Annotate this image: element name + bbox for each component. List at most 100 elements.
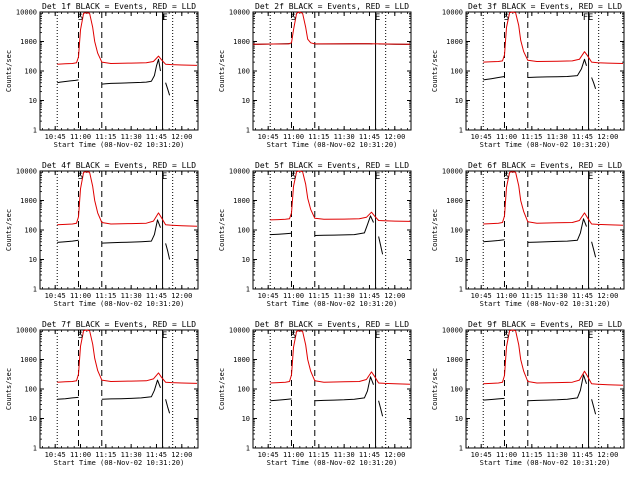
y-tick-label: 1000 <box>20 356 37 364</box>
panel-title: Det 2f BLACK = Events, RED = LLD <box>255 2 409 11</box>
x-tick-label: 11:15 <box>308 451 329 459</box>
x-tick-label: 10:45 <box>258 133 279 141</box>
panel-title: Det 6f BLACK = Events, RED = LLD <box>468 161 622 170</box>
x-tick-label: 12:00 <box>171 451 192 459</box>
y-tick-label: 1000 <box>20 38 37 46</box>
y-tick-label: 10 <box>455 97 463 105</box>
y-tick-label: 10 <box>29 415 37 423</box>
x-tick-label: 11:15 <box>95 292 116 300</box>
y-tick-label: 10000 <box>442 327 463 335</box>
x-tick-label: 11:45 <box>359 292 380 300</box>
x-tick-label: 12:00 <box>171 292 192 300</box>
y-axis-label: Counts/sec <box>218 50 226 92</box>
x-tick-label: 11:45 <box>146 451 167 459</box>
x-tick-label: 12:00 <box>384 451 405 459</box>
x-tick-label: 11:30 <box>121 451 142 459</box>
events-rate-line <box>57 397 78 399</box>
x-axis-label: Start Time (08-Nov-02 10:31:20) <box>480 300 611 308</box>
y-axis-label: Counts/sec <box>431 368 439 410</box>
x-tick-label: 11:45 <box>359 133 380 141</box>
flare-marker-label: S <box>291 13 296 23</box>
y-tick-label: 10 <box>455 256 463 264</box>
x-tick-label: 10:45 <box>471 451 492 459</box>
y-tick-label: 1 <box>459 127 463 135</box>
x-tick-label: 11:30 <box>334 292 355 300</box>
x-tick-label: 12:00 <box>597 292 618 300</box>
y-tick-label: 10 <box>455 415 463 423</box>
y-tick-label: 1 <box>459 286 463 294</box>
y-tick-label: 10 <box>29 97 37 105</box>
events-rate-line <box>379 237 383 255</box>
x-axis-label: Start Time (08-Nov-02 10:31:20) <box>267 300 398 308</box>
y-tick-label: 10000 <box>16 168 37 176</box>
x-axis-label: Start Time (08-Nov-02 10:31:20) <box>54 141 185 149</box>
flare-marker-label: E <box>162 331 167 341</box>
y-tick-label: 100 <box>24 227 37 235</box>
y-axis-label: Counts/sec <box>218 209 226 251</box>
y-tick-label: 1000 <box>233 197 250 205</box>
x-axis-label: Start Time (08-Nov-02 10:31:20) <box>54 459 185 467</box>
flare-marker-label: E <box>588 172 593 182</box>
y-tick-label: 1 <box>246 286 250 294</box>
x-tick-label: 11:00 <box>283 133 304 141</box>
x-axis-label: Start Time (08-Nov-02 10:31:20) <box>267 141 398 149</box>
x-tick-label: 11:00 <box>70 292 91 300</box>
y-tick-label: 10000 <box>229 168 250 176</box>
y-tick-label: 10000 <box>229 327 250 335</box>
x-tick-label: 11:15 <box>95 133 116 141</box>
x-tick-label: 11:00 <box>283 451 304 459</box>
events-rate-line <box>592 399 596 414</box>
y-tick-label: 1 <box>459 445 463 453</box>
events-rate-line <box>379 401 383 417</box>
plot-frame <box>40 12 198 130</box>
panel-title: Det 8f BLACK = Events, RED = LLD <box>255 320 409 329</box>
flare-marker-label: E <box>588 331 593 341</box>
flare-marker-label: S <box>78 13 83 23</box>
events-rate-line <box>57 80 78 83</box>
x-tick-label: 11:45 <box>572 292 593 300</box>
events-rate-line <box>166 399 170 413</box>
events-rate-line <box>528 375 587 401</box>
x-tick-label: 11:45 <box>146 292 167 300</box>
events-rate-line <box>592 242 596 258</box>
y-tick-label: 10 <box>242 256 250 264</box>
flare-marker-label: E <box>375 172 380 182</box>
plot-frame <box>253 12 411 130</box>
x-tick-label: 11:30 <box>547 451 568 459</box>
x-axis-label: Start Time (08-Nov-02 10:31:20) <box>480 141 611 149</box>
flare-marker-label: E <box>588 13 593 23</box>
y-tick-label: 1 <box>33 127 37 135</box>
x-tick-label: 11:15 <box>308 133 329 141</box>
flare-marker-label: F <box>162 13 167 23</box>
plot-frame <box>466 12 624 130</box>
plot-frame <box>40 171 198 289</box>
events-rate-line <box>57 240 78 242</box>
detector-panel: Det 7f BLACK = Events, RED = LLD11010010… <box>5 320 198 467</box>
plot-frame <box>253 171 411 289</box>
flare-marker-label: E <box>375 331 380 341</box>
detector-panel: Det 8f BLACK = Events, RED = LLD11010010… <box>218 320 411 467</box>
y-tick-label: 10000 <box>16 327 37 335</box>
x-tick-label: 11:15 <box>308 292 329 300</box>
detector-panel: Det 2f BLACK = Events, RED = LLD11010010… <box>218 2 411 149</box>
x-tick-label: 10:45 <box>45 451 66 459</box>
y-tick-label: 10000 <box>16 9 37 17</box>
x-axis-label: Start Time (08-Nov-02 10:31:20) <box>54 300 185 308</box>
x-tick-label: 10:45 <box>471 292 492 300</box>
x-tick-label: 11:45 <box>359 451 380 459</box>
flare-marker-label: S <box>504 331 509 341</box>
x-axis-label: Start Time (08-Nov-02 10:31:20) <box>267 459 398 467</box>
x-tick-label: 11:00 <box>496 133 517 141</box>
x-tick-label: 11:30 <box>121 133 142 141</box>
x-tick-label: 12:00 <box>384 133 405 141</box>
events-rate-line <box>483 240 504 242</box>
events-rate-line <box>483 398 504 400</box>
x-tick-label: 11:00 <box>70 451 91 459</box>
y-tick-label: 100 <box>237 68 250 76</box>
y-axis-label: Counts/sec <box>5 209 13 251</box>
flare-marker-label: S <box>291 331 296 341</box>
y-tick-label: 100 <box>24 68 37 76</box>
plot-frame <box>466 330 624 448</box>
x-tick-label: 12:00 <box>597 133 618 141</box>
flare-marker-label: S <box>78 172 83 182</box>
